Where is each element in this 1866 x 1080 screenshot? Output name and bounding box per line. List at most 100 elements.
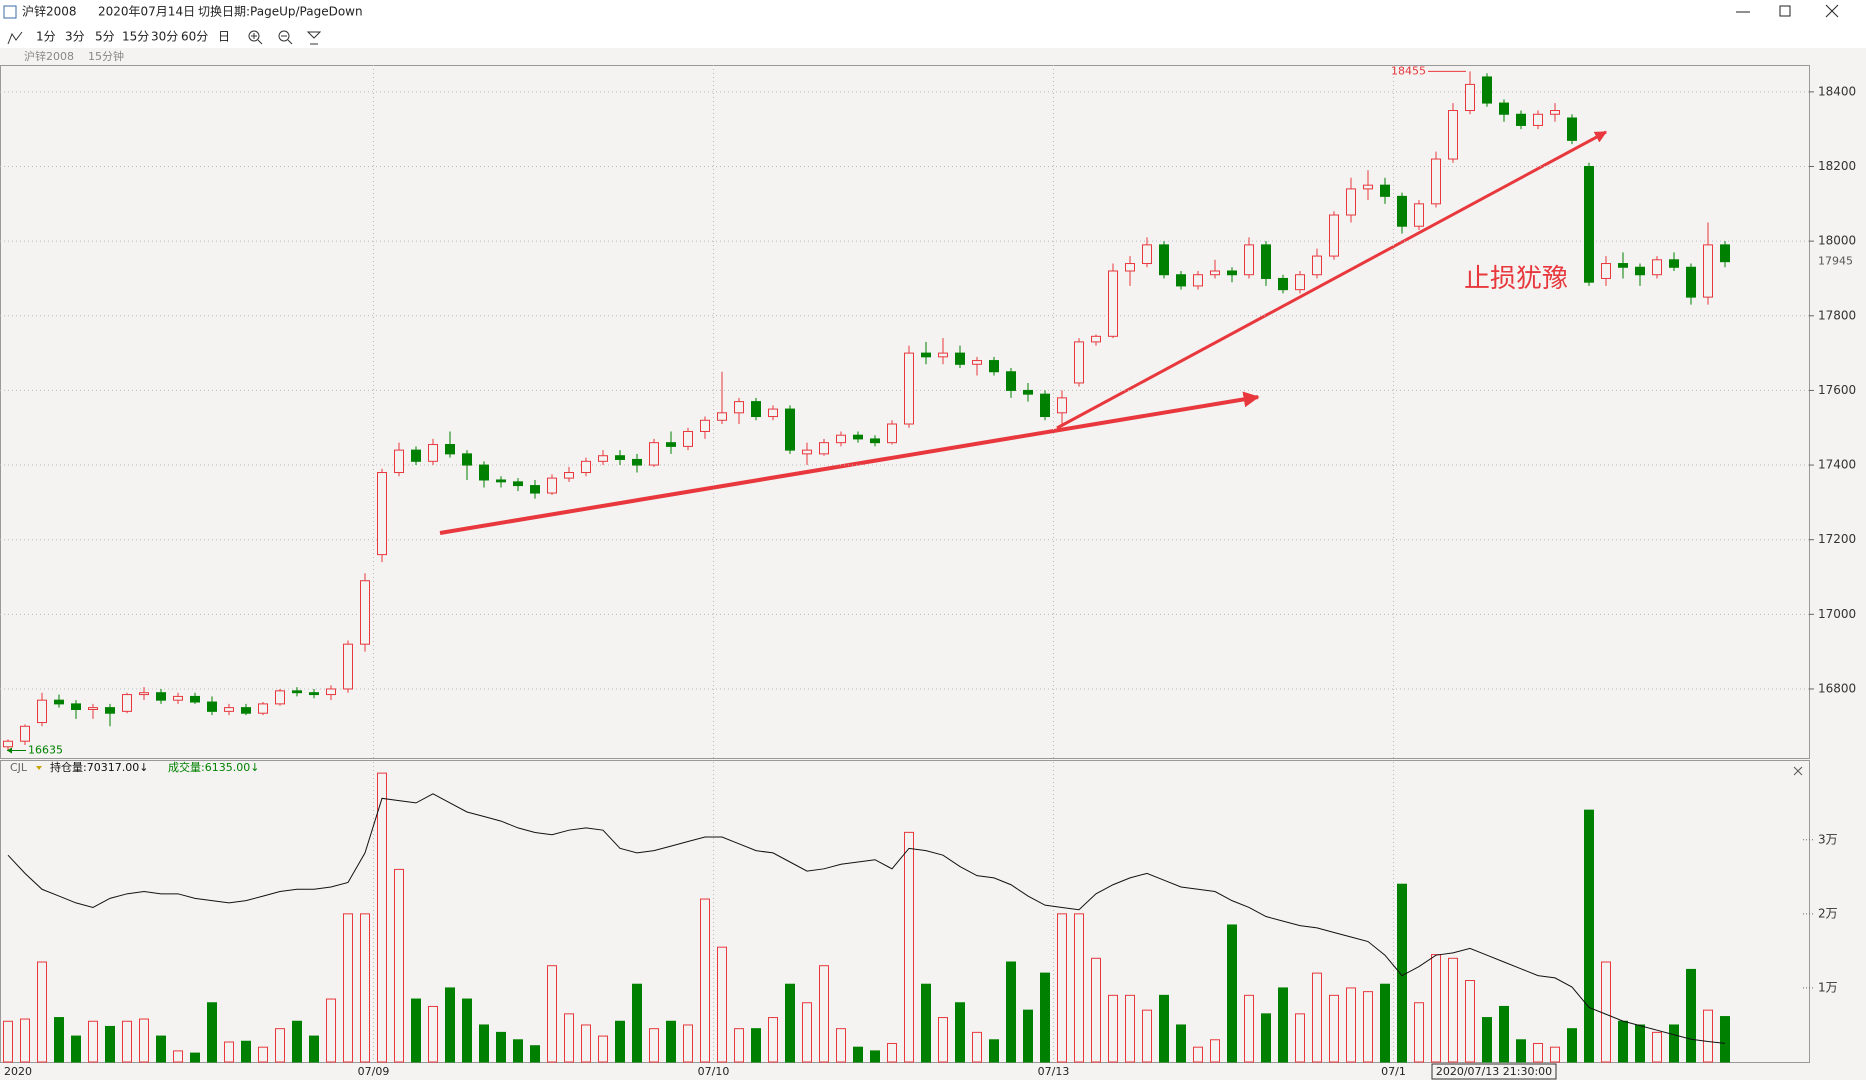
candle-body	[20, 725, 30, 742]
volume-bar	[1057, 913, 1067, 1063]
candle-body	[156, 692, 166, 701]
app-icon	[3, 5, 17, 19]
volume-bar	[513, 1039, 523, 1063]
candle-body	[275, 690, 285, 705]
volume-bar	[54, 1017, 64, 1063]
y-tick-label: 1万	[1818, 980, 1838, 994]
volume-bar	[1550, 1046, 1560, 1063]
volume-bar	[360, 913, 370, 1063]
candle-body	[122, 694, 132, 712]
period-button[interactable]: 1分	[36, 30, 56, 44]
candle-body	[700, 419, 710, 432]
zoom-in-button[interactable]	[248, 30, 263, 45]
candle-body	[1550, 110, 1560, 115]
volume-bar	[734, 1028, 744, 1063]
volume-bar	[1023, 1009, 1033, 1063]
close-button[interactable]	[1825, 4, 1839, 18]
candle-body	[1618, 263, 1628, 268]
x-tick-label: 2020	[4, 1065, 32, 1078]
candle-body	[1040, 393, 1050, 418]
reset-button[interactable]	[306, 31, 322, 45]
candle-body	[207, 701, 217, 712]
candle-body	[1142, 244, 1152, 265]
volume-bar	[1312, 972, 1322, 1063]
toolbar	[0, 25, 1866, 48]
candle-body	[938, 352, 948, 358]
candle-body	[1635, 266, 1645, 276]
candle-body	[360, 580, 370, 645]
last-price-label: 17945	[1818, 255, 1853, 268]
pane-close[interactable]	[1793, 766, 1803, 776]
candle-body	[853, 434, 863, 440]
volume-bar	[1703, 1009, 1713, 1063]
candle-body	[1482, 76, 1492, 104]
volume-bar	[1006, 961, 1016, 1063]
candle-body	[445, 444, 455, 455]
volume-bar	[615, 1020, 625, 1063]
volume-bar	[547, 965, 557, 1063]
volume-bar	[462, 998, 472, 1063]
window-date: 2020年07月14日	[98, 5, 195, 19]
volume-bar	[1669, 1024, 1679, 1063]
volume-bar	[1397, 883, 1407, 1063]
candle-body	[1244, 244, 1254, 276]
candle-body	[768, 408, 778, 418]
candle-body	[870, 438, 880, 444]
period-button[interactable]: 5分	[95, 30, 115, 44]
chart-type-icon[interactable]	[7, 31, 23, 45]
candle-body	[836, 434, 846, 444]
period-button[interactable]: 15分	[122, 30, 149, 44]
period-button[interactable]: 日	[218, 30, 230, 44]
candle-body	[1312, 255, 1322, 276]
volume-bar	[258, 1046, 268, 1063]
volume-bar	[564, 1013, 574, 1063]
period-button[interactable]: 30分	[151, 30, 178, 44]
candle-body	[1074, 341, 1084, 384]
volume-bar	[224, 1041, 234, 1063]
candle-body	[921, 352, 931, 358]
period-button[interactable]: 3分	[65, 30, 85, 44]
indicator-dropdown[interactable]	[36, 766, 42, 770]
volume-bar	[1295, 1013, 1305, 1063]
volume-bar	[683, 1024, 693, 1063]
annotation: 止损犹豫	[1464, 264, 1568, 294]
low-label: 16635	[28, 744, 63, 757]
trend-arrow	[1056, 130, 1608, 430]
zoom-out-button[interactable]	[278, 30, 293, 45]
candle-body	[428, 444, 438, 462]
volume-bar	[173, 1050, 183, 1063]
candle-body	[479, 464, 489, 481]
y-tick-label: 18200	[1818, 159, 1856, 173]
candle-body	[1159, 244, 1169, 276]
volume-bar	[1618, 1020, 1628, 1063]
volume-bar	[819, 965, 829, 1063]
volume-bar	[1142, 1009, 1152, 1063]
candle-body	[1601, 263, 1611, 279]
volume-bar	[1125, 994, 1135, 1063]
candle-body	[649, 442, 659, 466]
candle-body	[1329, 214, 1339, 257]
y-tick-label: 2万	[1818, 906, 1838, 920]
volume-bar	[751, 1028, 761, 1063]
sub-period: 15分钟	[88, 49, 124, 63]
volume-bar	[394, 868, 404, 1063]
period-button[interactable]: 60分	[181, 30, 208, 44]
volume-bar	[1091, 957, 1101, 1063]
candle-body	[598, 455, 608, 462]
y-tick-label: 17400	[1818, 458, 1856, 472]
trend-arrow	[439, 391, 1260, 535]
candle-body	[1210, 270, 1220, 276]
volume-bar	[1414, 1002, 1424, 1063]
volume-bar	[1227, 924, 1237, 1063]
candle-body	[1091, 335, 1101, 343]
restore-button[interactable]	[1779, 5, 1791, 17]
volume-bar	[411, 998, 421, 1063]
x-tick-label: 07/09	[358, 1065, 390, 1078]
volume-bar	[1448, 957, 1458, 1063]
volume-bar	[88, 1020, 98, 1063]
y-tick-label: 16800	[1818, 681, 1856, 695]
candle-body	[683, 430, 693, 447]
volume-bar	[1261, 1013, 1271, 1063]
volume-bar	[207, 1002, 217, 1063]
volume-bar	[428, 1005, 438, 1063]
